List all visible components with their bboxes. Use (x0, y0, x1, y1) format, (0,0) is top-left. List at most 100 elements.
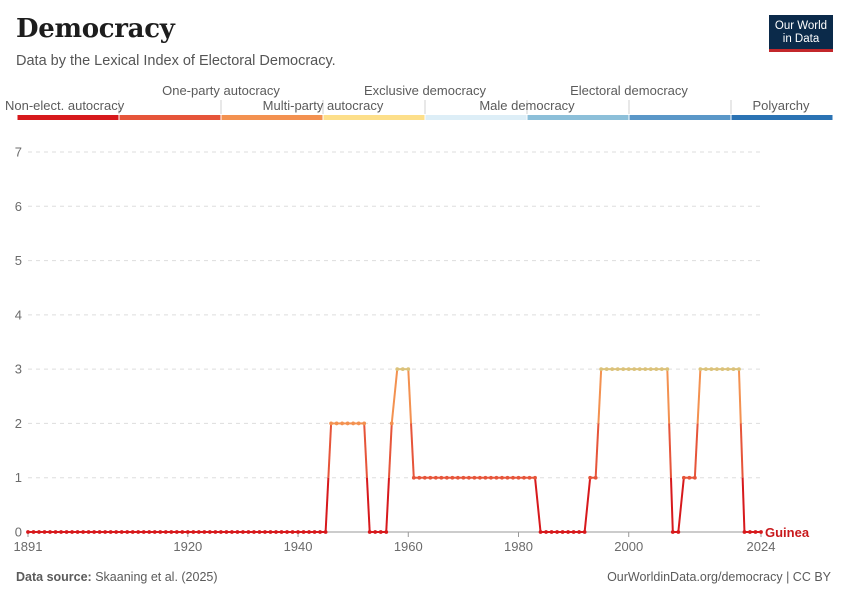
data-point (31, 530, 36, 534)
data-point (599, 367, 604, 372)
series-segment (741, 477, 746, 533)
data-point (538, 530, 543, 534)
data-point (560, 530, 565, 534)
data-point (136, 530, 141, 534)
data-point (720, 367, 725, 372)
y-tick-label: 1 (15, 470, 22, 485)
data-point (450, 475, 455, 480)
x-tick-label: 1940 (284, 539, 313, 554)
data-point (489, 475, 493, 480)
data-point (169, 530, 174, 534)
legend-label: Multi-party autocracy (263, 98, 384, 113)
data-point (125, 530, 130, 534)
data-point (621, 367, 626, 372)
data-point (753, 530, 758, 534)
data-point (500, 475, 504, 480)
data-point (329, 421, 334, 426)
chart-title: Democracy (16, 14, 175, 44)
data-source-text[interactable]: Skaaning et al. (2025) (95, 570, 218, 584)
data-point (522, 475, 526, 480)
series-segment (696, 369, 702, 424)
data-point (235, 530, 240, 534)
data-point (703, 367, 708, 372)
data-point (681, 475, 686, 480)
data-point (411, 475, 416, 480)
data-point (92, 530, 97, 534)
data-point (715, 367, 719, 372)
data-point (433, 475, 438, 480)
data-point (37, 530, 41, 534)
data-point (296, 530, 300, 534)
data-point (274, 530, 278, 534)
data-point (356, 421, 361, 426)
series-segment (668, 423, 672, 478)
data-point (163, 530, 168, 534)
data-point (516, 475, 521, 480)
data-point (648, 367, 653, 372)
data-point (544, 530, 548, 534)
series-segment (365, 477, 371, 533)
data-point (48, 530, 52, 534)
data-point (185, 530, 190, 534)
series-segment (387, 423, 393, 478)
data-point (285, 530, 289, 534)
data-point (230, 530, 234, 534)
legend-swatch-7 (629, 115, 731, 120)
data-point (191, 530, 196, 534)
data-point (26, 530, 30, 534)
series-segment (739, 423, 744, 478)
data-point (97, 530, 102, 534)
legend-label: Male democracy (479, 98, 575, 113)
data-point (472, 475, 477, 480)
series-segment (693, 423, 699, 478)
data-point (643, 367, 648, 372)
data-point (224, 530, 229, 534)
logo-line-2: in Data (782, 33, 820, 45)
y-tick-label: 0 (15, 525, 22, 540)
y-tick-label: 5 (15, 253, 22, 268)
series-label-guinea: Guinea (765, 525, 810, 540)
data-point (202, 530, 207, 534)
x-tick-label: 2024 (747, 539, 776, 554)
series-segment (324, 477, 330, 533)
data-point (196, 530, 201, 534)
y-tick-label: 6 (15, 199, 22, 214)
data-point (610, 367, 615, 372)
data-point (384, 530, 389, 534)
data-source-label: Data source: (16, 570, 92, 584)
legend-swatch-5 (425, 115, 527, 120)
data-point (180, 530, 185, 534)
data-point (588, 475, 593, 480)
y-tick-label: 2 (15, 416, 22, 431)
data-point (158, 530, 163, 534)
footer-credit[interactable]: OurWorldinData.org/democracy | CC BY (607, 570, 831, 584)
data-point (483, 475, 488, 480)
data-source: Data source: Skaaning et al. (2025) (16, 570, 218, 584)
data-point (81, 530, 86, 534)
data-point (566, 530, 571, 534)
legend-label: Polyarchy (752, 98, 810, 113)
data-point (709, 367, 714, 372)
data-point (246, 530, 251, 534)
data-point (279, 530, 284, 534)
legend-swatch-4 (323, 115, 425, 120)
data-point (59, 530, 63, 534)
data-point (626, 367, 631, 372)
legend-label: One-party autocracy (162, 83, 280, 98)
data-point (417, 475, 422, 480)
data-point (759, 530, 763, 534)
data-point (75, 530, 80, 534)
data-point (389, 421, 394, 426)
legend-swatch-8 (731, 115, 833, 120)
data-point (53, 530, 58, 534)
data-point (478, 475, 482, 480)
data-point (637, 367, 642, 372)
data-point (174, 530, 179, 534)
data-point (670, 530, 675, 534)
data-point (571, 530, 576, 534)
data-point (301, 530, 306, 534)
data-point (147, 530, 152, 534)
owid-logo[interactable]: Our World in Data (769, 15, 833, 52)
legend-swatch-3 (221, 115, 323, 120)
data-point (461, 475, 466, 480)
